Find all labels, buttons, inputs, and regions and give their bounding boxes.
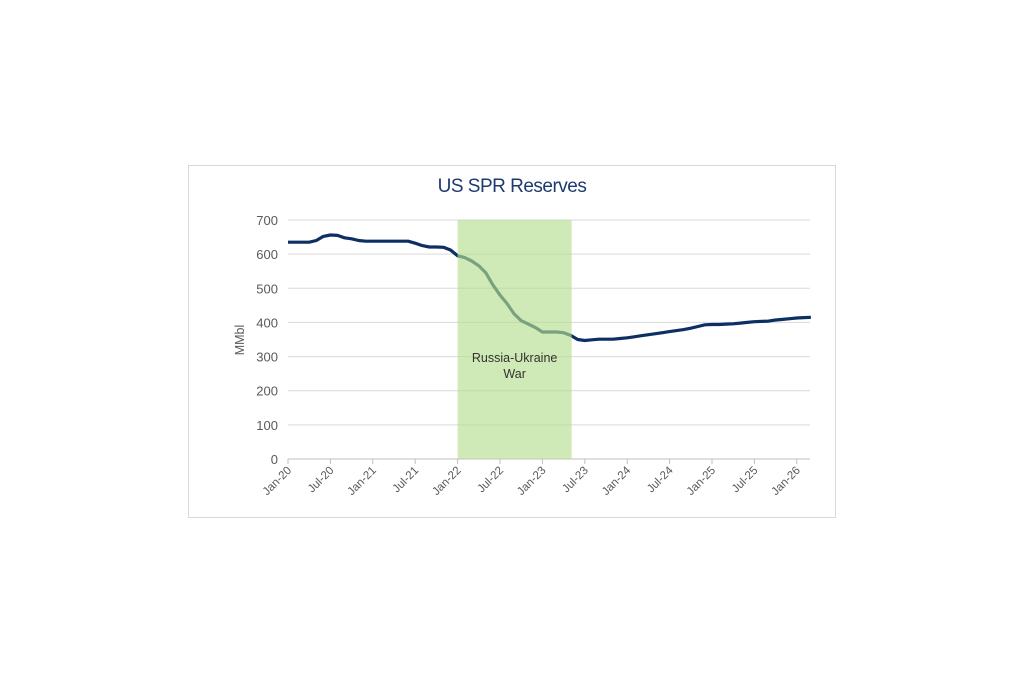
annotation-label-line1: Russia-Ukraine: [472, 351, 557, 365]
chart-title: US SPR Reserves: [437, 176, 587, 197]
x-tick-label: Jul-22: [475, 465, 506, 496]
y-tick-label: 500: [256, 281, 278, 296]
y-tick-label: 400: [256, 315, 278, 330]
x-tick-label: Jan-20: [261, 465, 294, 498]
x-tick-label: Jan-26: [770, 465, 803, 498]
war-shading-band: [457, 220, 572, 459]
x-tick-label: Jul-24: [645, 464, 676, 495]
y-axis-label: MMbl: [233, 325, 247, 356]
x-tick-label: Jul-23: [560, 465, 591, 496]
y-tick-label: 200: [256, 384, 278, 399]
chart-frame: [188, 165, 836, 518]
x-tick-label: Jul-21: [391, 465, 422, 496]
x-tick-label: Jul-25: [730, 465, 761, 496]
x-tick-label: Jul-20: [306, 465, 337, 496]
y-tick-label: 700: [256, 213, 278, 228]
x-tick-label: Jan-21: [346, 465, 379, 498]
x-tick-label: Jan-25: [685, 465, 718, 498]
x-tick-label: Jan-24: [600, 464, 634, 498]
y-tick-label: 300: [256, 350, 278, 365]
x-tick-label: Jan-23: [515, 465, 548, 498]
y-tick-label: 0: [271, 452, 278, 467]
x-tick-label: Jan-22: [430, 465, 463, 498]
y-tick-label: 600: [256, 247, 278, 262]
y-tick-label: 100: [256, 418, 278, 433]
annotation-label-line2: War: [503, 367, 525, 381]
